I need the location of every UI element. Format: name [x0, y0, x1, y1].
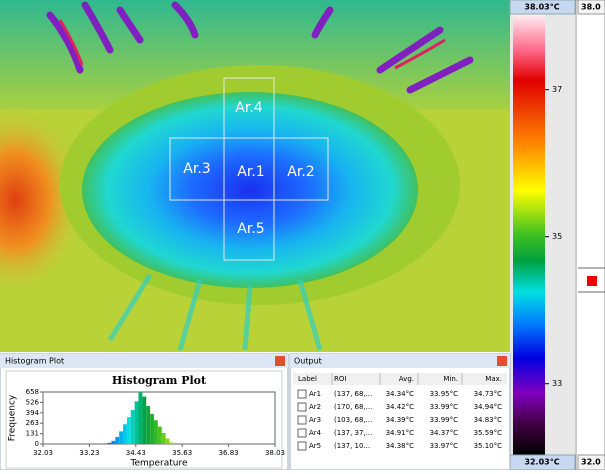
table-cell: 34.42°C	[386, 403, 415, 411]
colorbar-max: 38.03°C	[524, 3, 559, 12]
y-tick-label: 0	[35, 440, 39, 448]
histogram-bar	[123, 424, 127, 444]
y-tick-label: 263	[26, 419, 39, 427]
roi-label: Ar.4	[235, 100, 262, 116]
table-cell: 34.91°C	[386, 429, 415, 437]
histogram-bar	[146, 406, 150, 444]
table-cell: Ar3	[309, 416, 321, 424]
histogram-bar	[142, 397, 146, 444]
side-top: 38.0	[581, 3, 601, 12]
histogram-bar	[115, 437, 119, 444]
histogram-bar	[135, 401, 139, 444]
colorbar-min: 32.03°C	[524, 458, 559, 467]
histogram-bar	[150, 414, 154, 444]
histogram-bar	[139, 392, 143, 444]
table-cell: Ar2	[309, 403, 321, 411]
roi-label: Ar.5	[237, 221, 264, 237]
histogram-bar	[108, 443, 112, 444]
histogram-bar	[127, 417, 131, 444]
column-header: Min.	[443, 375, 458, 383]
chart-title: Histogram Plot	[112, 374, 207, 387]
histogram-bar	[158, 427, 162, 444]
x-tick-label: 32.03	[33, 449, 53, 457]
y-tick-label: 526	[26, 398, 40, 406]
y-tick-label: 131	[26, 430, 39, 438]
row-checkbox[interactable]	[298, 403, 306, 411]
table-cell: Ar4	[309, 429, 322, 437]
histogram-bar	[119, 431, 123, 444]
x-tick-label: 36.83	[219, 449, 239, 457]
histogram-bar	[169, 442, 173, 444]
roi-label: Ar.1	[237, 164, 264, 180]
row-checkbox[interactable]	[298, 416, 306, 424]
table-cell: Ar5	[309, 442, 321, 450]
colorbar-tick-label: 37	[552, 85, 562, 94]
table-cell: (137, 10...	[334, 442, 370, 450]
roi-label: Ar.3	[183, 161, 210, 177]
column-header: Label	[298, 375, 317, 383]
x-tick-label: 33.23	[79, 449, 99, 457]
table-cell: 33.97°C	[430, 442, 459, 450]
panel-title: Output	[294, 357, 322, 366]
x-axis-label: Temperature	[129, 459, 187, 469]
x-tick-label: 34.43	[126, 449, 146, 457]
column-header: ROI	[334, 375, 346, 383]
y-axis-label: Frequency	[8, 394, 18, 441]
histogram-bar	[131, 410, 135, 444]
table-cell: (103, 68,...	[334, 416, 372, 424]
table-cell: (137, 37,...	[334, 429, 372, 437]
y-tick-label: 394	[26, 409, 40, 417]
colorbar-tick-label: 35	[552, 232, 562, 241]
table-cell: 34.34°C	[386, 390, 415, 398]
table-cell: Ar1	[309, 390, 321, 398]
histogram-bar	[162, 433, 166, 444]
table-cell: 33.99°C	[430, 416, 459, 424]
table-cell: 33.95°C	[430, 390, 459, 398]
column-header: Avg.	[399, 375, 414, 383]
table-cell: 34.37°C	[430, 429, 459, 437]
row-checkbox[interactable]	[298, 442, 306, 450]
table-cell: 34.39°C	[386, 416, 415, 424]
slider-thumb[interactable]	[587, 276, 597, 286]
y-tick-label: 658	[26, 388, 39, 396]
screen: 38.03°C 32.03°C 38.0 32.0 Histogram Plot…	[0, 0, 605, 470]
table-cell: 35.59°C	[474, 429, 503, 437]
table-cell: 34.94°C	[474, 403, 503, 411]
roi-label: Ar.2	[287, 164, 314, 180]
colorbar-tick-label: 33	[552, 379, 562, 388]
table-cell: 34.73°C	[474, 390, 503, 398]
row-checkbox[interactable]	[298, 429, 306, 437]
colorbar	[513, 14, 545, 455]
table-cell: (137, 68,...	[334, 390, 372, 398]
close-button[interactable]	[497, 356, 507, 366]
table-cell: 33.99°C	[430, 403, 459, 411]
table-cell: (170, 68,...	[334, 403, 372, 411]
output-panel: Output	[290, 354, 510, 470]
table-cell: 34.38°C	[386, 442, 415, 450]
table-cell: 35.10°C	[474, 442, 503, 450]
side-bottom: 32.0	[581, 458, 601, 467]
column-header: Max.	[485, 375, 502, 383]
histogram-bar	[166, 438, 170, 444]
table-cell: 34.83°C	[474, 416, 503, 424]
histogram-bar	[154, 420, 158, 444]
row-checkbox[interactable]	[298, 390, 306, 398]
panel-title: Histogram Plot	[5, 357, 64, 366]
close-button[interactable]	[275, 356, 285, 366]
x-tick-label: 38.03	[265, 449, 285, 457]
side-panel	[576, 0, 605, 470]
histogram-bar	[111, 441, 115, 444]
x-tick-label: 35.63	[172, 449, 192, 457]
